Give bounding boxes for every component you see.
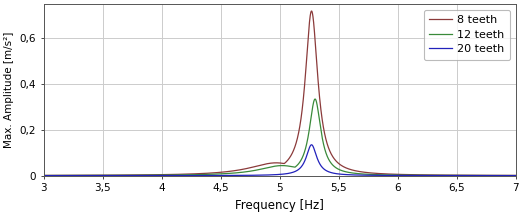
8 teeth bbox=[393, 173, 399, 176]
8 teeth bbox=[429, 174, 435, 176]
Line: 8 teeth: 8 teeth bbox=[44, 11, 516, 175]
8 teeth bbox=[348, 168, 354, 171]
Y-axis label: Max. Amplitude [m/s²]: Max. Amplitude [m/s²] bbox=[4, 32, 14, 148]
20 teeth bbox=[393, 174, 399, 177]
8 teeth bbox=[127, 174, 133, 176]
Line: 20 teeth: 20 teeth bbox=[44, 145, 516, 176]
12 teeth bbox=[429, 174, 435, 177]
Legend: 8 teeth, 12 teeth, 20 teeth: 8 teeth, 12 teeth, 20 teeth bbox=[424, 10, 510, 60]
8 teeth bbox=[324, 141, 330, 144]
20 teeth bbox=[513, 174, 519, 177]
Line: 12 teeth: 12 teeth bbox=[44, 99, 516, 176]
8 teeth bbox=[41, 174, 47, 177]
20 teeth bbox=[221, 174, 227, 177]
12 teeth bbox=[312, 98, 318, 100]
12 teeth bbox=[127, 174, 133, 177]
8 teeth bbox=[221, 171, 227, 173]
12 teeth bbox=[348, 172, 354, 174]
X-axis label: Frequency [Hz]: Frequency [Hz] bbox=[235, 199, 324, 212]
20 teeth bbox=[429, 174, 435, 177]
12 teeth bbox=[41, 174, 47, 177]
8 teeth bbox=[309, 10, 315, 12]
20 teeth bbox=[348, 173, 354, 176]
20 teeth bbox=[41, 174, 47, 177]
12 teeth bbox=[393, 174, 399, 176]
20 teeth bbox=[127, 174, 133, 177]
8 teeth bbox=[513, 174, 519, 177]
12 teeth bbox=[324, 154, 330, 157]
12 teeth bbox=[513, 174, 519, 177]
12 teeth bbox=[221, 172, 227, 175]
20 teeth bbox=[309, 143, 315, 146]
20 teeth bbox=[324, 170, 330, 172]
